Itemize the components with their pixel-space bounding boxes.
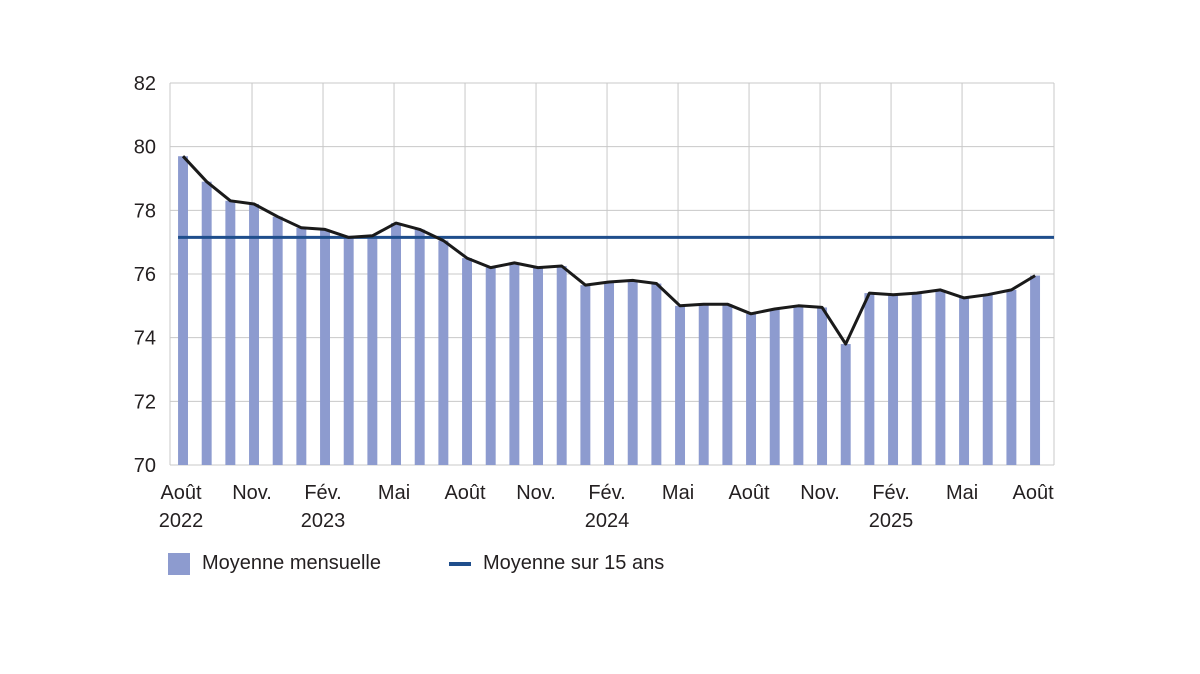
bar <box>982 294 993 465</box>
x-tick-label: Mai <box>946 482 978 504</box>
legend: Moyenne mensuelle Moyenne sur 15 ans <box>168 552 664 575</box>
x-axis-ticks: Août 2022 Nov. Fév. 2023 Mai Août Nov. Fév. 2024 M… <box>159 482 1054 532</box>
monthly-line <box>181 155 1036 346</box>
x-tick-year: 2025 <box>869 510 914 532</box>
bar <box>414 229 425 465</box>
bar <box>438 240 449 465</box>
bar <box>320 229 330 465</box>
x-tick-label: Août <box>1012 482 1054 504</box>
y-axis-ticks: 70 72 74 76 78 80 82 <box>134 73 156 477</box>
x-tick-year: 2024 <box>585 510 630 532</box>
x-tick-year: 2023 <box>301 510 346 532</box>
bar <box>935 289 946 465</box>
bar <box>651 283 662 465</box>
bar <box>343 237 354 465</box>
bar <box>367 235 378 465</box>
legend-label-monthly: Moyenne mensuelle <box>202 552 381 574</box>
y-tick-label: 82 <box>134 73 156 95</box>
y-tick-label: 72 <box>134 391 156 413</box>
bar <box>817 307 828 465</box>
bar <box>769 309 780 465</box>
x-tick-label: Août <box>160 482 202 504</box>
legend-label-average: Moyenne sur 15 ans <box>483 552 665 574</box>
bar <box>225 200 236 466</box>
bar <box>698 304 709 465</box>
x-tick-label: Fév. <box>588 482 625 504</box>
bar <box>746 313 757 465</box>
bar <box>1030 275 1041 465</box>
bar <box>959 297 970 465</box>
x-tick-label: Août <box>728 482 770 504</box>
x-tick-label: Mai <box>378 482 410 504</box>
y-tick-label: 80 <box>134 137 156 159</box>
bar <box>840 344 851 465</box>
bar <box>1006 289 1017 465</box>
monthly-line-layer <box>181 155 1036 346</box>
bar <box>888 294 899 465</box>
x-tick-label: Nov. <box>516 482 556 504</box>
bar <box>675 305 686 465</box>
bar <box>272 216 283 465</box>
x-tick-label: Nov. <box>232 482 272 504</box>
bar <box>296 227 307 465</box>
bar <box>485 267 496 465</box>
y-tick-label: 70 <box>134 455 156 477</box>
bar <box>556 266 567 465</box>
bar <box>201 181 212 465</box>
x-tick-year: 2022 <box>159 510 204 532</box>
bar <box>604 281 615 465</box>
bar <box>580 285 591 465</box>
x-tick-label: Août <box>444 482 486 504</box>
bars <box>178 156 1041 466</box>
bar <box>462 258 473 465</box>
bar <box>509 262 520 465</box>
bar <box>178 156 188 465</box>
bar <box>533 267 544 465</box>
bar <box>911 293 922 465</box>
x-tick-label: Mai <box>662 482 694 504</box>
y-tick-label: 74 <box>134 328 156 350</box>
x-tick-label: Fév. <box>872 482 909 504</box>
bar <box>722 304 733 465</box>
legend-item-average: Moyenne sur 15 ans <box>449 552 664 575</box>
legend-swatch-line <box>449 561 471 566</box>
bar <box>391 223 401 465</box>
x-tick-label: Nov. <box>800 482 840 504</box>
y-tick-label: 78 <box>134 200 156 222</box>
bar <box>627 280 638 465</box>
legend-item-monthly: Moyenne mensuelle <box>168 552 381 575</box>
y-tick-label: 76 <box>134 264 156 286</box>
legend-swatch-bars <box>168 552 190 575</box>
x-tick-label: Fév. <box>304 482 341 504</box>
bar <box>249 203 259 465</box>
bar <box>793 305 804 465</box>
bar <box>864 293 875 465</box>
